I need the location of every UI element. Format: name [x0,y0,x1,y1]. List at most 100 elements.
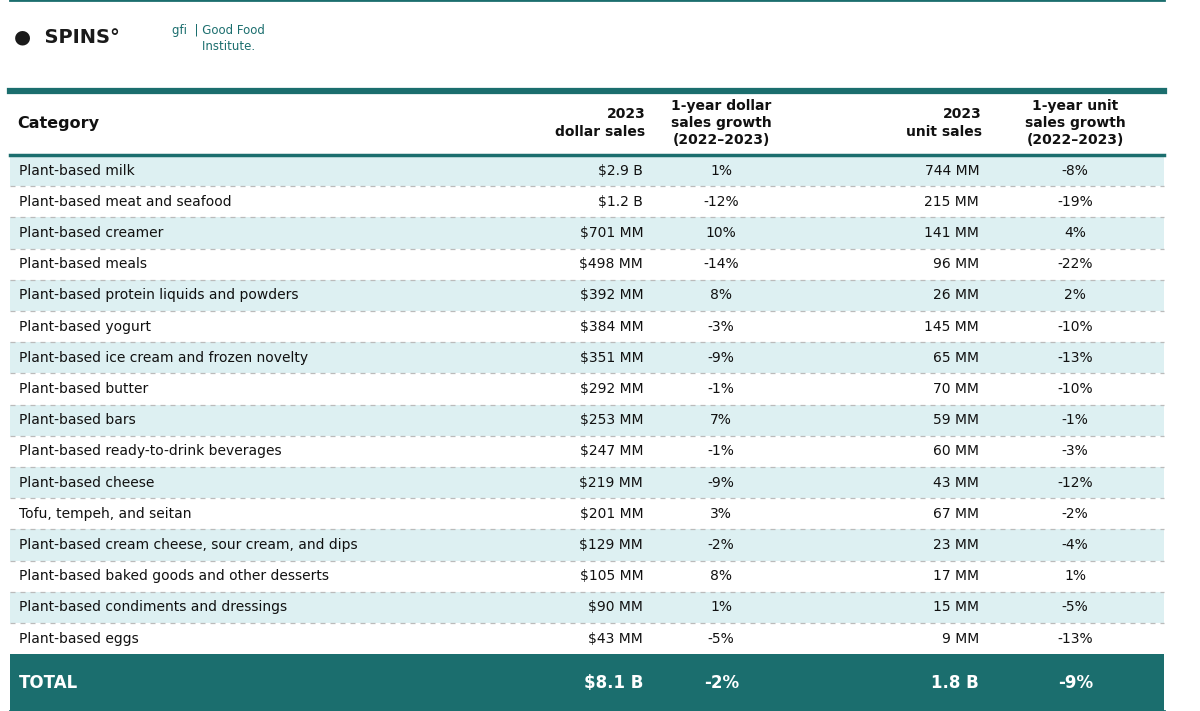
Bar [10,311,1164,342]
Text: $247 MM: $247 MM [580,444,643,459]
Text: Plant-based ready-to-drink beverages: Plant-based ready-to-drink beverages [19,444,282,459]
Text: 1%: 1% [710,164,732,178]
Bar [10,186,1164,218]
Text: $105 MM: $105 MM [580,569,643,583]
Text: 70 MM: 70 MM [934,382,979,396]
Text: 1%: 1% [710,600,732,614]
Bar [10,436,1164,467]
Bar [10,91,1164,155]
Text: -3%: -3% [708,319,734,333]
Text: $392 MM: $392 MM [580,289,643,302]
Text: 3%: 3% [710,507,732,520]
Text: Tofu, tempeh, and seitan: Tofu, tempeh, and seitan [19,507,192,520]
Text: $219 MM: $219 MM [580,476,643,490]
Text: -10%: -10% [1057,382,1093,396]
Text: $1.2 B: $1.2 B [599,195,643,209]
Bar [10,592,1164,623]
Text: Plant-based ice cream and frozen novelty: Plant-based ice cream and frozen novelty [19,351,308,365]
Text: 1.8 B: 1.8 B [931,673,979,692]
Text: -9%: -9% [708,476,734,490]
Text: 23 MM: 23 MM [934,538,979,552]
Text: 59 MM: 59 MM [934,413,979,427]
Text: 10%: 10% [706,226,737,240]
Text: -1%: -1% [708,444,734,459]
Bar [10,373,1164,405]
Text: Plant-based condiments and dressings: Plant-based condiments and dressings [19,600,287,614]
Text: $129 MM: $129 MM [580,538,643,552]
Text: Plant-based meat and seafood: Plant-based meat and seafood [19,195,232,209]
Text: $43 MM: $43 MM [588,631,643,646]
Text: -1%: -1% [1062,413,1088,427]
Text: Plant-based bars: Plant-based bars [19,413,136,427]
Text: -12%: -12% [1057,476,1093,490]
Text: $384 MM: $384 MM [580,319,643,333]
Bar [10,249,1164,279]
Bar [10,623,1164,654]
Text: -9%: -9% [708,351,734,365]
Text: 2%: 2% [1064,289,1086,302]
Text: Category: Category [17,115,98,131]
Text: 7%: 7% [710,413,732,427]
Text: -22%: -22% [1057,257,1093,271]
Text: 67 MM: 67 MM [934,507,979,520]
Text: -13%: -13% [1057,351,1093,365]
Text: 744 MM: 744 MM [924,164,979,178]
Bar [10,529,1164,560]
Text: Plant-based creamer: Plant-based creamer [19,226,163,240]
Text: 1%: 1% [1064,569,1086,583]
Text: -2%: -2% [708,538,734,552]
Text: 65 MM: 65 MM [934,351,979,365]
Bar [10,0,1164,91]
Text: Plant-based cream cheese, sour cream, and dips: Plant-based cream cheese, sour cream, an… [19,538,358,552]
Text: 2023
dollar sales: 2023 dollar sales [556,107,646,139]
Text: -1%: -1% [708,382,734,396]
Text: Plant-based meals: Plant-based meals [19,257,148,271]
Text: $2.9 B: $2.9 B [599,164,643,178]
Text: Plant-based eggs: Plant-based eggs [19,631,139,646]
Text: -19%: -19% [1057,195,1093,209]
Text: 26 MM: 26 MM [934,289,979,302]
Text: 8%: 8% [710,569,732,583]
Bar [10,560,1164,592]
Text: $8.1 B: $8.1 B [584,673,643,692]
Bar [10,405,1164,436]
Text: -3%: -3% [1062,444,1088,459]
Text: 96 MM: 96 MM [934,257,979,271]
Text: Plant-based cheese: Plant-based cheese [19,476,155,490]
Text: 17 MM: 17 MM [934,569,979,583]
Text: 60 MM: 60 MM [934,444,979,459]
Text: $253 MM: $253 MM [580,413,643,427]
Text: 2023
unit sales: 2023 unit sales [906,107,982,139]
Text: 1-year unit
sales growth
(2022–2023): 1-year unit sales growth (2022–2023) [1025,99,1126,147]
Text: $351 MM: $351 MM [580,351,643,365]
Text: 141 MM: 141 MM [924,226,979,240]
Text: -13%: -13% [1057,631,1093,646]
Text: Plant-based protein liquids and powders: Plant-based protein liquids and powders [19,289,299,302]
Text: Plant-based yogurt: Plant-based yogurt [19,319,151,333]
Bar [10,218,1164,249]
Text: -9%: -9% [1057,673,1093,692]
Text: $90 MM: $90 MM [588,600,643,614]
Bar [10,279,1164,311]
Text: Plant-based butter: Plant-based butter [19,382,149,396]
Text: -5%: -5% [708,631,734,646]
Text: 43 MM: 43 MM [934,476,979,490]
Text: -8%: -8% [1062,164,1088,178]
Text: -12%: -12% [703,195,739,209]
Text: -10%: -10% [1057,319,1093,333]
Text: -14%: -14% [703,257,739,271]
Bar [10,498,1164,529]
Text: 1-year dollar
sales growth
(2022–2023): 1-year dollar sales growth (2022–2023) [671,99,772,147]
Text: 145 MM: 145 MM [924,319,979,333]
Text: -2%: -2% [1062,507,1088,520]
Text: $498 MM: $498 MM [580,257,643,271]
Text: -5%: -5% [1062,600,1088,614]
Text: $292 MM: $292 MM [580,382,643,396]
Text: gfi  | Good Food
        Institute.: gfi | Good Food Institute. [172,23,264,53]
Text: Plant-based milk: Plant-based milk [19,164,134,178]
Text: -2%: -2% [703,673,739,692]
Text: 4%: 4% [1064,226,1086,240]
Text: -4%: -4% [1062,538,1088,552]
Bar [10,654,1164,711]
Bar [10,342,1164,373]
